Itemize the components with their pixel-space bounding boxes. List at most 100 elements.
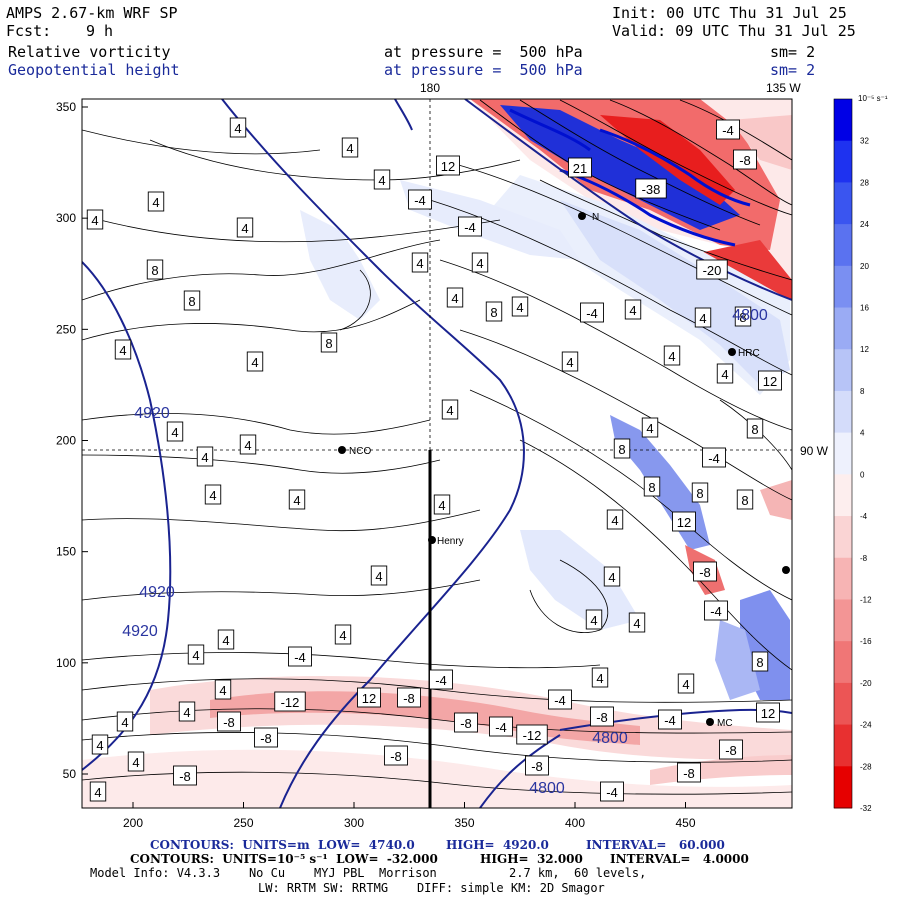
lon-180-label: 180 bbox=[420, 81, 440, 95]
vorticity-label-box bbox=[116, 711, 134, 732]
colorbar-swatch bbox=[834, 349, 852, 392]
geopotential-label: 4920 bbox=[122, 623, 158, 640]
colorbar-swatch bbox=[834, 724, 852, 767]
vorticity-label-text: -8 bbox=[531, 759, 543, 774]
vorticity-label-box bbox=[590, 706, 614, 727]
vorticity-label-box bbox=[606, 509, 624, 530]
x-tick-label: 450 bbox=[675, 816, 695, 830]
vorticity-label-box bbox=[114, 339, 132, 360]
footer-model-info: Model Info: V4.3.3 No Cu MYJ PBL Morriso… bbox=[90, 866, 647, 880]
colorbar-swatch bbox=[834, 557, 852, 600]
vorticity-label-box bbox=[635, 178, 667, 199]
x-tick-label: 400 bbox=[565, 816, 585, 830]
vorticity-label-box bbox=[204, 484, 222, 505]
vorticity-label-box bbox=[397, 687, 421, 708]
vorticity-label-box bbox=[320, 332, 338, 353]
vorticity-label-box bbox=[384, 745, 408, 766]
vorticity-label-box bbox=[178, 701, 196, 722]
vorticity-label-text: 4 bbox=[94, 785, 101, 800]
colorbar-swatch bbox=[834, 474, 852, 517]
vorticity-label-text: 8 bbox=[648, 480, 655, 495]
vorticity-label-box bbox=[196, 446, 214, 467]
vorticity-label-text: 4 bbox=[121, 715, 128, 730]
vorticity-label-text: 4 bbox=[192, 648, 199, 663]
vorticity-label-box bbox=[702, 447, 726, 468]
colorbar-swatch bbox=[834, 224, 852, 267]
vorticity-label-text: 8 bbox=[751, 422, 758, 437]
vorticity-label-box bbox=[568, 157, 592, 178]
vorticity-label-box bbox=[357, 687, 381, 708]
vorticity-label-text: 21 bbox=[573, 161, 587, 176]
field1-name: Relative vorticity bbox=[8, 43, 171, 61]
vorticity-label-text: -8 bbox=[223, 715, 235, 730]
vorticity-label-box bbox=[677, 673, 695, 694]
vorticity-label-text: 8 bbox=[325, 336, 332, 351]
vorticity-label-text: 4 bbox=[596, 671, 603, 686]
vorticity-label-box bbox=[147, 191, 165, 212]
y-axis: 350 300 250 200 150 100 50 bbox=[56, 100, 88, 781]
vorticity-label-text: -4 bbox=[554, 693, 566, 708]
vorticity-label-text: 4 bbox=[171, 425, 178, 440]
colorbar-frame bbox=[833, 98, 853, 809]
vorticity-label-text: 4 bbox=[516, 300, 523, 315]
vorticity-label-text: 4 bbox=[132, 755, 139, 770]
vorticity-label-text: 4 bbox=[608, 570, 615, 585]
vorticity-label-text: 8 bbox=[151, 263, 158, 278]
vorticity-label-box bbox=[624, 299, 642, 320]
vorticity-label-box bbox=[373, 169, 391, 190]
vorticity-label-text: -8 bbox=[699, 565, 711, 580]
vorticity-label-box bbox=[485, 301, 503, 322]
terrain-contours bbox=[479, 99, 792, 281]
vorticity-label-text: -4 bbox=[606, 785, 618, 800]
footer-geopotential-info: CONTOURS: UNITS=m LOW= 4740.0 bbox=[150, 838, 415, 852]
vorticity-label-box bbox=[183, 290, 201, 311]
footer-physics-info: LW: RRTM SW: RRTMG DIFF: simple KM: 2D S… bbox=[258, 881, 605, 895]
vorticity-label-box bbox=[370, 565, 388, 586]
vorticity-label-box bbox=[580, 302, 604, 323]
vorticity-label-text: -4 bbox=[710, 604, 722, 619]
vorticity-label-text: 4 bbox=[293, 493, 300, 508]
vorticity-label-text: -4 bbox=[708, 451, 720, 466]
vorticity-label-text: 4 bbox=[222, 633, 229, 648]
vorticity-label-text: 4 bbox=[244, 438, 251, 453]
geopotential-contours bbox=[82, 99, 792, 808]
vorticity-label-text: 4 bbox=[201, 450, 208, 465]
footer-vorticity-high: HIGH= 32.000 bbox=[480, 852, 583, 866]
vorticity-label-text: 8 bbox=[696, 486, 703, 501]
field1-level: at pressure = 500 hPa bbox=[384, 43, 583, 61]
vorticity-label-text: 8 bbox=[490, 305, 497, 320]
vorticity-label-box bbox=[454, 712, 478, 733]
station-hrc-marker bbox=[728, 348, 736, 356]
colorbar-label: 32 bbox=[860, 137, 869, 146]
vorticity-label-text: 4 bbox=[699, 311, 706, 326]
vorticity-label-box bbox=[229, 117, 247, 138]
vorticity-label-text: -4 bbox=[495, 720, 507, 735]
vorticity-label-text: -8 bbox=[390, 749, 402, 764]
vorticity-label-text: 4 bbox=[633, 616, 640, 631]
colorbar-label: -12 bbox=[860, 595, 872, 604]
graticule bbox=[82, 99, 792, 451]
vorticity-label-text: 4 bbox=[721, 367, 728, 382]
geopotential-labels: 4920 4920 4920 4800 4800 4800 bbox=[122, 307, 768, 797]
vorticity-label-box bbox=[694, 307, 712, 328]
y-tick-label: 250 bbox=[56, 322, 76, 336]
vorticity-label-text: 4 bbox=[209, 488, 216, 503]
vorticity-label-box bbox=[146, 259, 164, 280]
vorticity-label-box bbox=[704, 600, 728, 621]
valid-time: Valid: 09 UTC Thu 31 Jul 25 bbox=[612, 22, 856, 40]
colorbar-swatch bbox=[834, 265, 852, 309]
vorticity-label-text: 4 bbox=[438, 498, 445, 513]
vorticity-label-box bbox=[173, 765, 197, 786]
vorticity-label-text: 12 bbox=[761, 706, 775, 721]
vorticity-label-box bbox=[288, 646, 312, 667]
vorticity-label-text: 4 bbox=[339, 628, 346, 643]
colorbar-label: 0 bbox=[860, 470, 865, 479]
colorbar-swatch bbox=[834, 641, 852, 684]
vorticity-label-box bbox=[628, 612, 646, 633]
vorticity-label-text: 4 bbox=[241, 221, 248, 236]
colorbar-label: 4 bbox=[860, 429, 865, 438]
colorbar-swatch bbox=[834, 432, 852, 475]
vorticity-label-box bbox=[511, 296, 529, 317]
